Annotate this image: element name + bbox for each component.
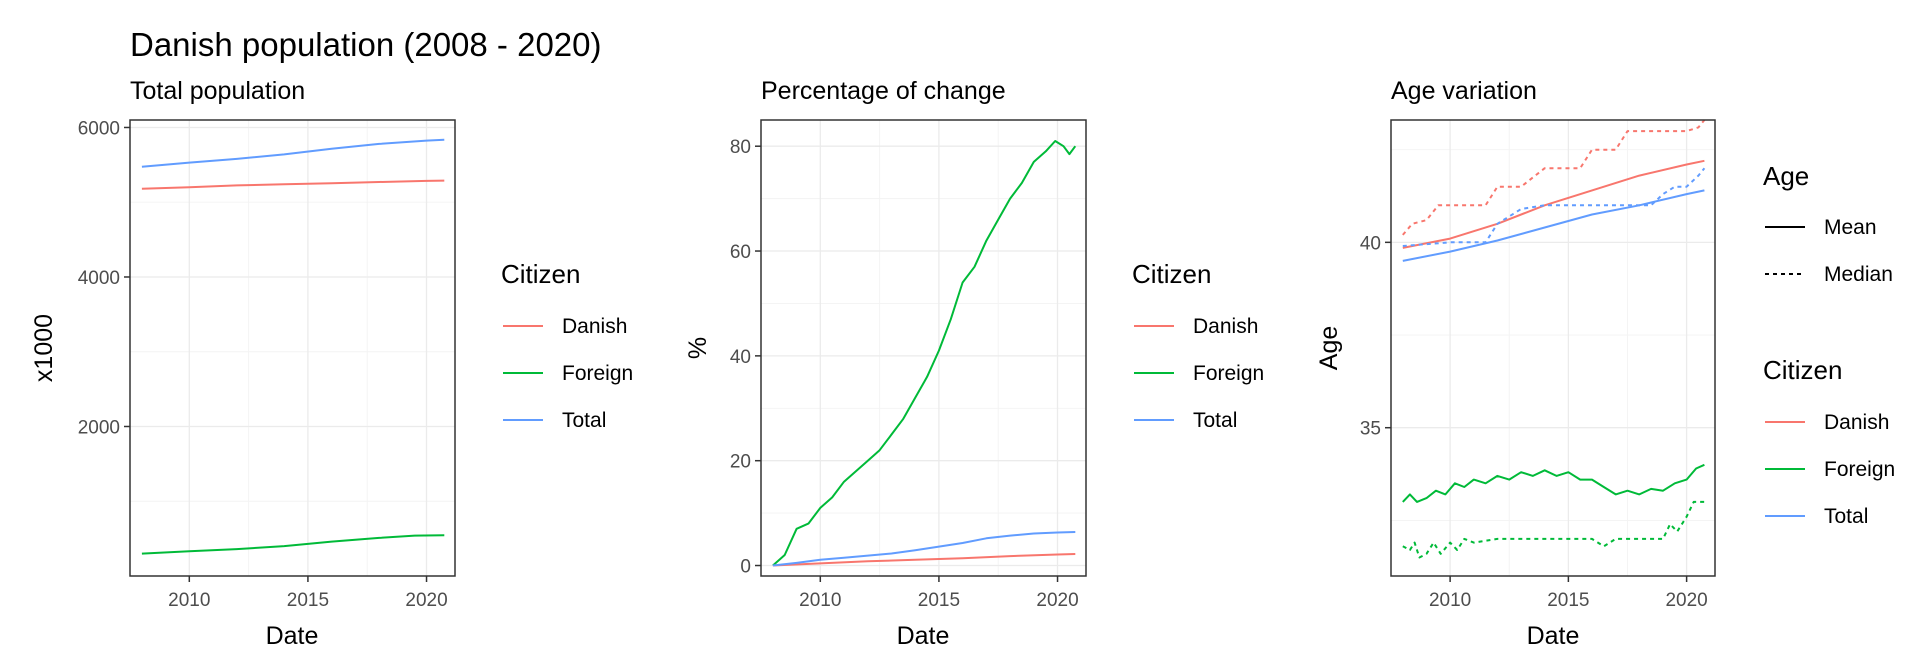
plot-frame-total (129, 119, 456, 577)
y-tick-label: 6000 (78, 118, 120, 139)
series-line-foreign (1402, 463, 1705, 503)
x-tick-label: 2015 (287, 590, 329, 611)
legend-title-citizen: Citizen (1763, 355, 1842, 385)
series-line-danish (772, 553, 1076, 567)
x-tick-label: 2015 (918, 590, 960, 611)
x-ticks-age: 2010 2015 2020 (1429, 576, 1708, 611)
series-line-danish (1402, 159, 1705, 249)
x-axis-label-total: Date (266, 622, 319, 650)
series-total (141, 138, 445, 555)
legend-total: Citizen Danish Foreign Total (501, 259, 633, 432)
legend-label-danish: Danish (562, 315, 627, 338)
legend-label-danish: Danish (1824, 411, 1889, 434)
legend-label-foreign: Foreign (562, 362, 633, 385)
legend-label-total: Total (562, 409, 606, 432)
x-axis-label-pct: Date (897, 622, 950, 650)
legend-label-total: Total (1193, 409, 1237, 432)
x-tick-label: 2020 (405, 590, 447, 611)
series-line-foreign (141, 534, 445, 555)
panel-title-age: Age variation (1391, 77, 1537, 105)
legend-label-foreign: Foreign (1193, 362, 1264, 385)
series-line-foreign (772, 140, 1077, 567)
y-ticks-age: 35 40 (1360, 233, 1391, 440)
grid-pct (760, 120, 1086, 576)
legend-title-total: Citizen (501, 259, 580, 289)
series-age (1402, 119, 1706, 559)
panel-age-variation: Age variation 2010 2015 2020 35 40 Date Age… (1315, 77, 1895, 650)
figure-title: Danish population (2008 - 2020) (130, 26, 602, 63)
legend-age-linetype: Age Mean Median (1763, 161, 1893, 286)
x-tick-label: 2010 (1429, 590, 1471, 611)
series-line-total (141, 138, 445, 168)
series-line-total (1402, 189, 1705, 262)
series-line-total-median (1402, 167, 1706, 247)
y-ticks-total: 2000 4000 6000 (78, 118, 130, 438)
grid-total (129, 120, 455, 576)
y-tick-label: 0 (740, 557, 751, 578)
x-ticks-total: 2010 2015 2020 (168, 576, 448, 611)
panel-percentage-change: Percentage of change 2010 2015 2020 0 20 40 6… (684, 77, 1264, 650)
y-tick-label: 35 (1360, 419, 1381, 440)
y-axis-label-total: x1000 (30, 314, 58, 382)
series-line-total (772, 531, 1076, 567)
y-tick-label: 4000 (78, 268, 120, 289)
y-tick-label: 40 (1360, 233, 1381, 254)
series-pct (772, 140, 1077, 567)
panel-title-total: Total population (130, 77, 305, 105)
plot-frame-age (1390, 119, 1716, 577)
x-tick-label: 2020 (1665, 590, 1707, 611)
y-axis-label-pct: % (684, 337, 712, 359)
panel-title-pct: Percentage of change (761, 77, 1006, 105)
x-ticks-pct: 2010 2015 2020 (799, 576, 1079, 611)
x-tick-label: 2015 (1547, 590, 1589, 611)
legend-title-age: Age (1763, 161, 1809, 191)
legend-age-citizen: Citizen Danish Foreign Total (1763, 355, 1895, 528)
series-line-foreign-median (1402, 500, 1705, 559)
x-tick-label: 2020 (1036, 590, 1078, 611)
x-tick-label: 2010 (168, 590, 210, 611)
y-tick-label: 20 (730, 452, 751, 473)
series-line-danish (141, 179, 445, 190)
y-tick-label: 80 (730, 137, 751, 158)
legend-pct: Citizen Danish Foreign Total (1132, 259, 1264, 432)
y-tick-label: 40 (730, 347, 751, 368)
legend-label-total: Total (1824, 505, 1868, 528)
series-line-danish-median (1402, 119, 1706, 236)
grid-age (1390, 120, 1715, 576)
legend-label-foreign: Foreign (1824, 458, 1895, 481)
x-axis-label-age: Date (1527, 622, 1580, 650)
legend-title-pct: Citizen (1132, 259, 1211, 289)
y-tick-label: 2000 (78, 417, 120, 438)
y-ticks-pct: 0 20 40 60 80 (730, 137, 761, 578)
panel-total-population: Total population 2010 2015 2020 2000 4000 60… (30, 77, 633, 650)
legend-label-median: Median (1824, 263, 1893, 286)
y-tick-label: 60 (730, 242, 751, 263)
legend-label-danish: Danish (1193, 315, 1258, 338)
legend-label-mean: Mean (1824, 216, 1877, 239)
plot-frame-pct (760, 119, 1087, 577)
x-tick-label: 2010 (799, 590, 841, 611)
y-axis-label-age: Age (1315, 326, 1343, 370)
